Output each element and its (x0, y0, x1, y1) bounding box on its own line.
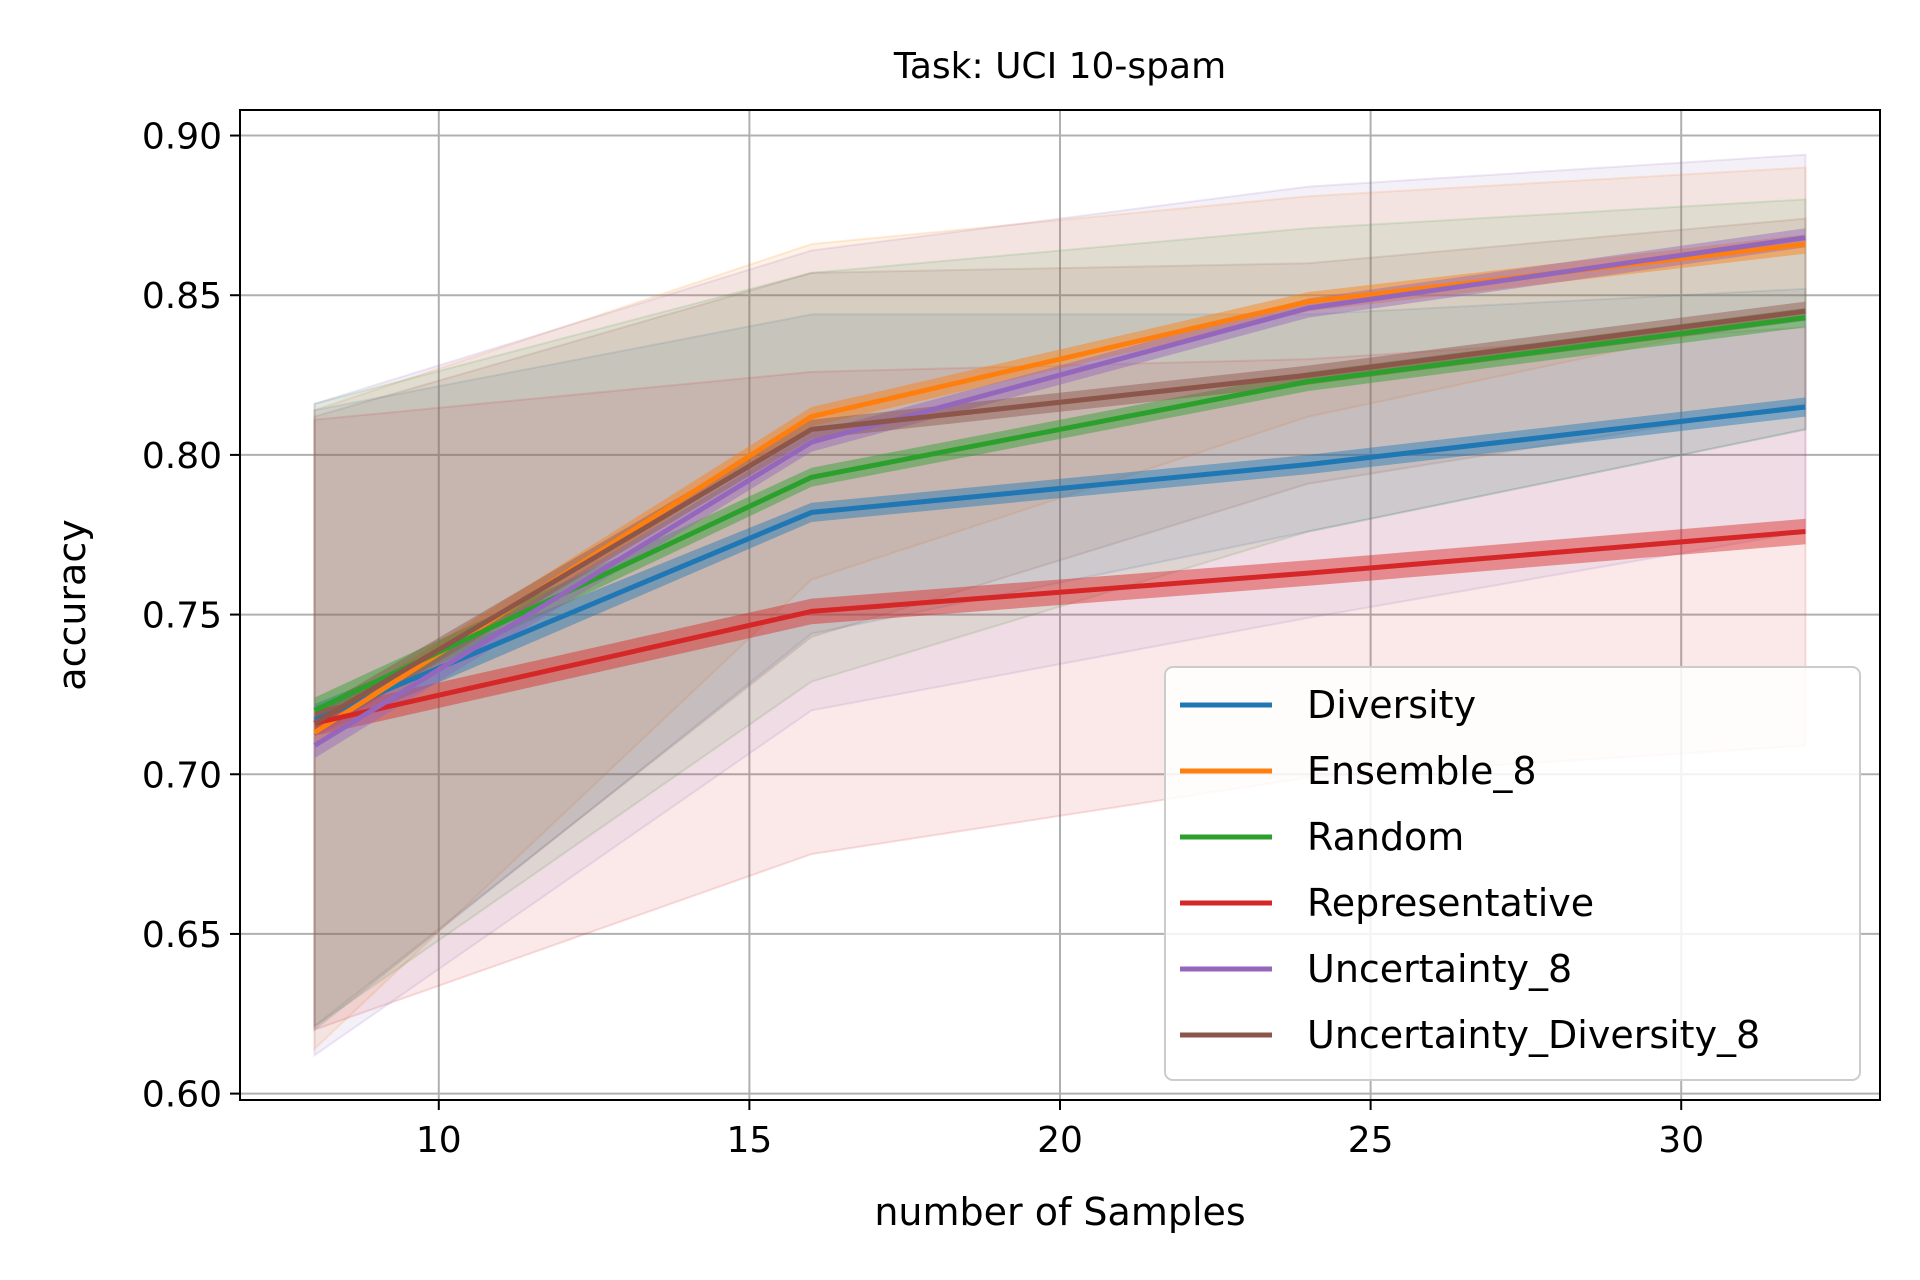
confidence-bands (314, 228, 1806, 759)
series-line-uncertainty-8 (313, 235, 1806, 748)
legend-label-diversity: Diversity (1307, 683, 1476, 727)
series-line-uncertainty-diversity-8 (313, 308, 1806, 726)
legend-box (1164, 666, 1861, 1081)
series-line-diversity (313, 404, 1806, 723)
variance-bands (313, 153, 1807, 1058)
y-tick-label: 0.80 (142, 436, 222, 477)
y-tick-label: 0.60 (142, 1075, 222, 1116)
ci-band-representative (314, 518, 1806, 736)
x-axis-label: number of Samples (874, 1190, 1245, 1234)
legend-label-ensemble-8: Ensemble_8 (1307, 749, 1537, 793)
legend-label-uncertainty-diversity-8: Uncertainty_Diversity_8 (1307, 1013, 1760, 1057)
y-tick-label: 0.90 (142, 117, 222, 158)
series-line-representative (313, 529, 1806, 726)
legend: Diversity Ensemble_8 Random Representative U… (1164, 666, 1861, 1081)
x-axis-ticks: 10 15 20 25 30 (416, 1100, 1704, 1161)
y-tick-label: 0.70 (142, 755, 222, 796)
legend-label-representative: Representative (1307, 881, 1594, 925)
band-diversity (313, 287, 1807, 1032)
x-tick-label: 30 (1658, 1120, 1704, 1161)
x-tick-label: 25 (1348, 1120, 1394, 1161)
y-axis-label: accuracy (50, 519, 94, 690)
x-tick-label: 10 (416, 1120, 462, 1161)
x-tick-label: 20 (1037, 1120, 1083, 1161)
chart-title: Task: UCI 10-spam (893, 46, 1226, 87)
band-uncertainty-diversity-8 (313, 217, 1807, 1029)
series-lines (313, 235, 1806, 748)
band-random (313, 198, 1807, 1029)
legend-label-uncertainty-8: Uncertainty_8 (1307, 947, 1572, 991)
y-tick-label: 0.65 (142, 915, 222, 956)
y-tick-label: 0.85 (142, 276, 222, 317)
legend-label-random: Random (1307, 815, 1464, 859)
y-tick-label: 0.75 (142, 596, 222, 637)
x-tick-label: 15 (726, 1120, 772, 1161)
ci-band-diversity (314, 397, 1806, 736)
y-axis-ticks: 0.60 0.65 0.70 0.75 0.80 0.85 0.90 (142, 117, 240, 1116)
